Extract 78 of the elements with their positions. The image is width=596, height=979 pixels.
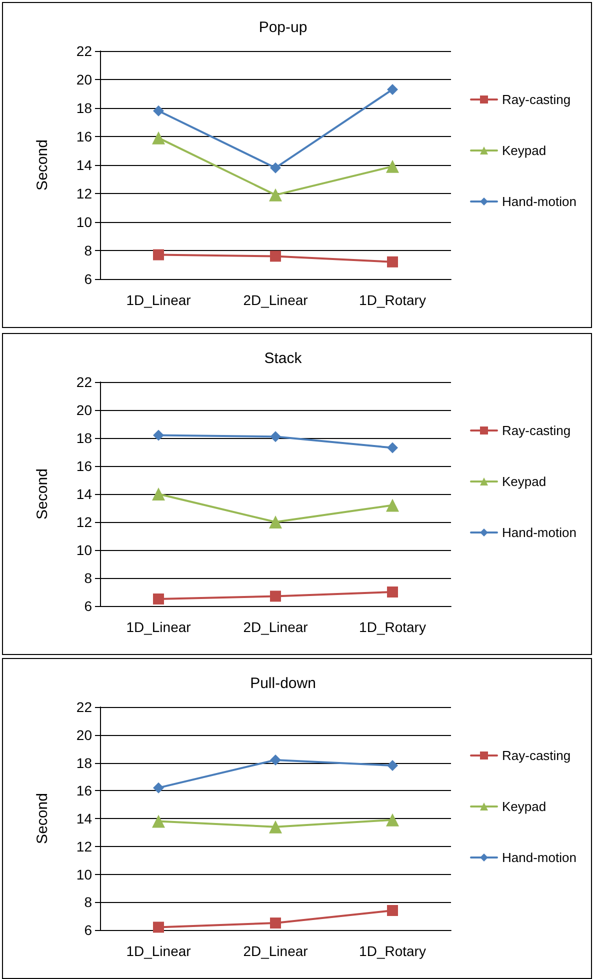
y-tick-label: 22 — [76, 43, 92, 59]
y-tick-label: 10 — [76, 214, 92, 230]
y-tick-label: 18 — [76, 430, 92, 446]
point — [269, 516, 282, 528]
x-tick-label: 2D_Linear — [243, 292, 308, 308]
point — [387, 84, 398, 95]
point — [153, 430, 164, 441]
y-axis-title: Second — [34, 793, 51, 844]
y-tick-label: 18 — [76, 100, 92, 116]
y-tick-label: 6 — [84, 922, 92, 938]
y-tick-label: 8 — [84, 894, 92, 910]
point — [270, 590, 281, 602]
point — [270, 754, 281, 766]
y-tick-label: 6 — [84, 598, 92, 614]
y-axis-title: Second — [34, 468, 51, 520]
point — [269, 820, 282, 834]
point — [387, 760, 398, 772]
point — [386, 160, 399, 173]
x-tick-label: 1D_Rotary — [359, 619, 426, 635]
legend-label: Ray-casting — [502, 423, 571, 438]
point — [152, 814, 165, 828]
y-tick-label: 20 — [76, 726, 92, 743]
point — [386, 813, 399, 826]
point — [153, 922, 164, 933]
legend-label: Keypad — [502, 474, 546, 489]
point — [386, 498, 399, 512]
y-tick-label: 14 — [76, 810, 92, 826]
chart-title: Pop-up — [258, 19, 308, 36]
point — [152, 131, 165, 144]
legend-label: Ray-casting — [502, 92, 571, 107]
point — [387, 256, 398, 268]
chart-title: Stack — [264, 350, 302, 367]
point — [153, 249, 164, 260]
point — [270, 431, 281, 442]
y-tick-label: 18 — [76, 754, 92, 771]
x-tick-label: 2D_Linear — [243, 619, 308, 635]
legend-label: Hand-motion — [502, 525, 576, 540]
point — [387, 904, 398, 916]
point — [153, 105, 164, 116]
legend-label: Ray-casting — [502, 748, 571, 763]
y-tick-label: 20 — [76, 402, 92, 418]
y-tick-label: 12 — [76, 514, 92, 530]
point — [269, 188, 282, 202]
y-tick-label: 8 — [84, 242, 92, 258]
x-tick-label: 1D_Linear — [126, 943, 192, 959]
y-tick-label: 10 — [76, 866, 92, 882]
y-tick-label: 6 — [84, 271, 92, 287]
y-tick-label: 14 — [76, 486, 92, 502]
point — [387, 586, 398, 598]
legend-label: Hand-motion — [502, 194, 576, 209]
y-axis-title: Second — [34, 140, 51, 190]
x-tick-label: 1D_Linear — [126, 292, 192, 308]
x-tick-label: 1D_Rotary — [359, 292, 426, 308]
point — [153, 594, 164, 604]
y-tick-label: 16 — [76, 782, 92, 799]
legend-label: Keypad — [502, 799, 546, 814]
point — [153, 782, 164, 794]
y-tick-label: 22 — [76, 374, 92, 390]
y-tick-label: 14 — [76, 157, 92, 173]
legend-label: Hand-motion — [502, 850, 576, 865]
y-tick-label: 22 — [76, 699, 92, 715]
point — [270, 918, 281, 929]
legend-label: Keypad — [502, 143, 546, 158]
x-tick-label: 2D_Linear — [243, 943, 308, 959]
y-tick-label: 12 — [76, 186, 92, 202]
y-tick-label: 16 — [76, 128, 92, 144]
y-tick-label: 12 — [76, 838, 92, 854]
y-tick-label: 20 — [76, 72, 92, 88]
x-tick-label: 1D_Linear — [126, 619, 192, 635]
y-tick-label: 16 — [76, 458, 92, 474]
y-tick-label: 10 — [76, 542, 92, 558]
point — [270, 250, 281, 262]
point — [270, 162, 281, 174]
chart-title: Pull-down — [250, 675, 316, 692]
point — [387, 442, 398, 454]
point — [152, 488, 165, 500]
x-tick-label: 1D_Rotary — [359, 943, 426, 959]
y-tick-label: 8 — [84, 570, 92, 586]
